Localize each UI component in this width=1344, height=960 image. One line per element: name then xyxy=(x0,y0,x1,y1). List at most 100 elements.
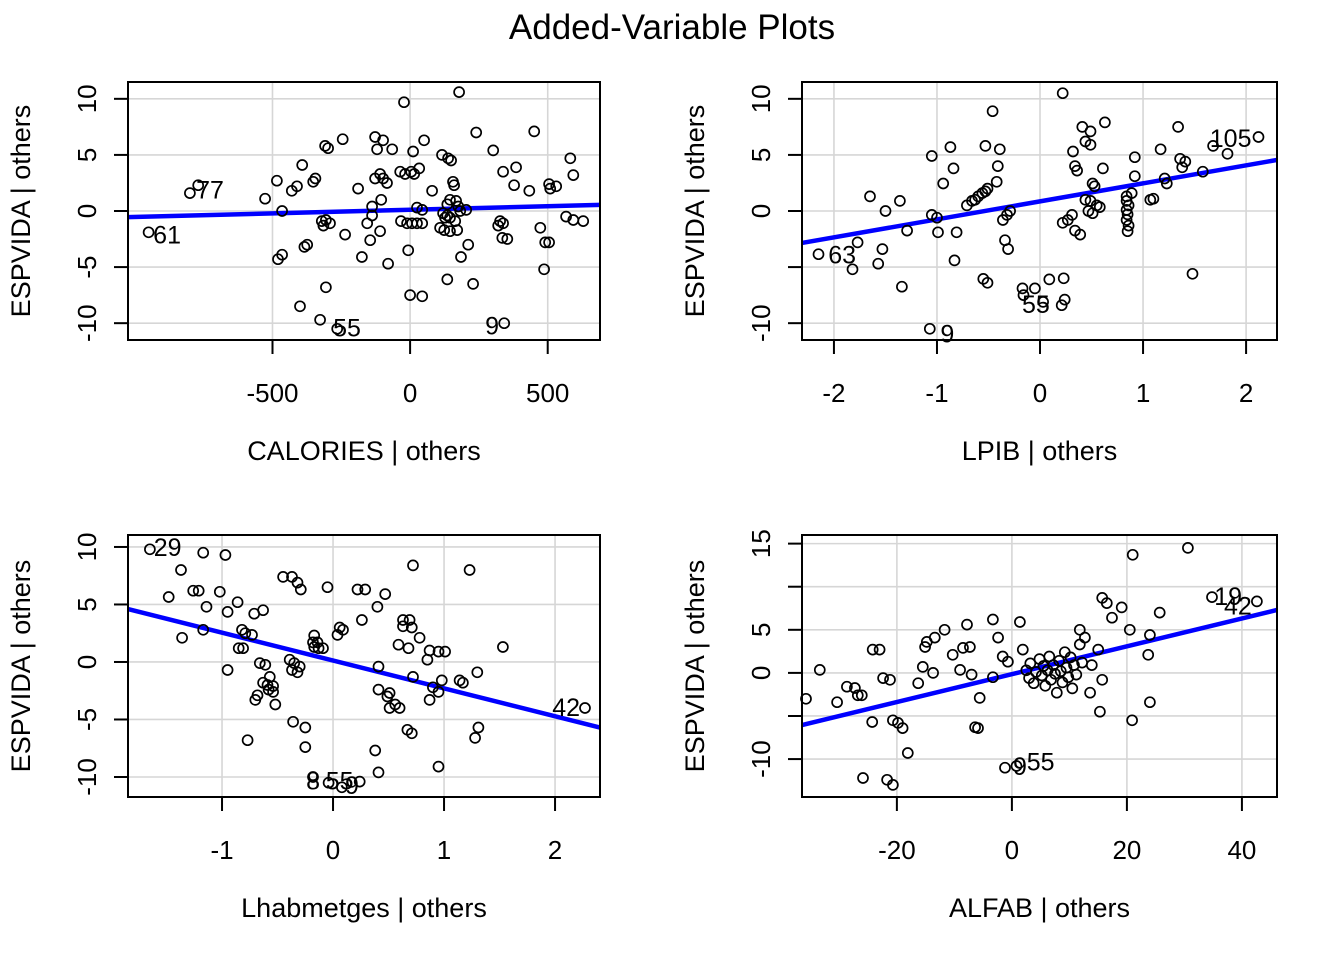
data-point xyxy=(1027,677,1040,690)
x-tick-label: 40 xyxy=(1227,835,1256,865)
data-point xyxy=(469,732,481,744)
y-tick-label: 5 xyxy=(72,148,102,162)
data-point xyxy=(432,686,445,698)
data-point xyxy=(912,677,925,690)
point-id-label: 63 xyxy=(828,242,856,270)
data-point xyxy=(896,722,909,734)
y-tick-label: 5 xyxy=(72,597,102,611)
data-point xyxy=(543,178,555,190)
data-point xyxy=(1074,228,1087,241)
data-point xyxy=(442,152,454,165)
data-point xyxy=(1207,140,1219,152)
data-point xyxy=(411,217,423,230)
data-point xyxy=(932,226,944,239)
data-point xyxy=(1058,293,1071,306)
y-axis-title: ESPVIDA | others xyxy=(680,105,710,318)
data-point xyxy=(454,205,467,217)
data-point xyxy=(1099,116,1111,129)
data-point xyxy=(1093,201,1106,213)
data-point xyxy=(453,86,465,98)
data-point xyxy=(366,200,378,213)
data-point xyxy=(550,180,563,193)
data-point xyxy=(444,193,456,206)
data-point xyxy=(1144,696,1156,709)
data-point xyxy=(438,224,451,236)
data-point xyxy=(375,193,388,206)
data-point xyxy=(993,143,1006,156)
data-point xyxy=(192,584,205,597)
data-point xyxy=(382,257,394,270)
data-point xyxy=(293,660,306,673)
data-point xyxy=(928,631,941,644)
data-point xyxy=(884,673,896,686)
data-point xyxy=(841,680,853,693)
data-point xyxy=(987,613,999,626)
panel-alfab: -20 0 20 40 -10 0 5 15 ALFAB | others ESPVIDA | o… xyxy=(680,529,1278,923)
data-point xyxy=(1073,638,1086,651)
y-tick-label: 0 xyxy=(72,204,102,218)
data-point xyxy=(314,313,326,326)
data-point xyxy=(471,666,484,679)
data-point xyxy=(1084,686,1096,699)
data-point xyxy=(1147,192,1160,205)
data-point xyxy=(1125,187,1138,199)
data-point xyxy=(291,180,303,193)
data-point xyxy=(236,623,248,636)
data-point xyxy=(267,686,279,698)
point-id-label: 9 xyxy=(345,772,359,800)
x-tick-label: -500 xyxy=(246,378,298,408)
data-point xyxy=(1079,193,1092,206)
data-point xyxy=(873,643,886,656)
x-axis-title: ALFAB | others xyxy=(949,893,1130,923)
data-point xyxy=(356,251,368,263)
x-tick-label: 0 xyxy=(326,835,340,865)
data-point xyxy=(386,143,399,156)
data-point xyxy=(317,219,330,232)
data-point xyxy=(450,195,462,207)
data-point xyxy=(497,165,509,178)
data-point xyxy=(299,741,312,753)
x-tick-label: 500 xyxy=(526,378,569,408)
y-tick-label: 5 xyxy=(746,623,776,637)
y-tick-label: -10 xyxy=(72,304,102,342)
x-tick-label: 2 xyxy=(1239,378,1253,408)
y-tick-label: -10 xyxy=(746,304,776,342)
data-point xyxy=(321,581,334,594)
data-point xyxy=(1004,205,1016,217)
data-point xyxy=(405,621,418,634)
point-id-label: 9 xyxy=(485,312,499,340)
y-axis-title: ESPVIDA | others xyxy=(680,560,710,773)
y-tick-label: -10 xyxy=(72,758,102,796)
point-id-label: 61 xyxy=(153,222,181,250)
data-point xyxy=(487,144,500,157)
data-point xyxy=(965,668,978,681)
x-tick-label: 0 xyxy=(403,378,417,408)
data-point xyxy=(919,641,931,653)
data-point xyxy=(232,642,245,655)
data-point xyxy=(1017,289,1030,301)
data-point xyxy=(413,631,426,644)
data-point xyxy=(457,676,469,689)
point-id-label: 9 xyxy=(1013,753,1027,781)
data-point xyxy=(916,661,929,673)
data-point xyxy=(441,273,454,286)
data-point xyxy=(374,225,386,238)
data-point xyxy=(539,236,552,249)
data-point xyxy=(448,179,460,192)
data-point xyxy=(307,771,319,783)
data-point xyxy=(407,559,419,572)
data-point xyxy=(1115,601,1128,614)
data-point xyxy=(257,604,269,617)
data-point xyxy=(397,614,409,626)
data-point xyxy=(964,641,976,653)
data-point xyxy=(416,290,429,303)
data-point xyxy=(197,623,210,636)
data-point xyxy=(1106,611,1118,624)
x-tick-label: -2 xyxy=(822,378,845,408)
data-point xyxy=(393,702,406,714)
data-point xyxy=(426,184,438,197)
data-point xyxy=(402,642,415,655)
data-point xyxy=(291,666,304,679)
point-id-label: 77 xyxy=(196,177,224,205)
